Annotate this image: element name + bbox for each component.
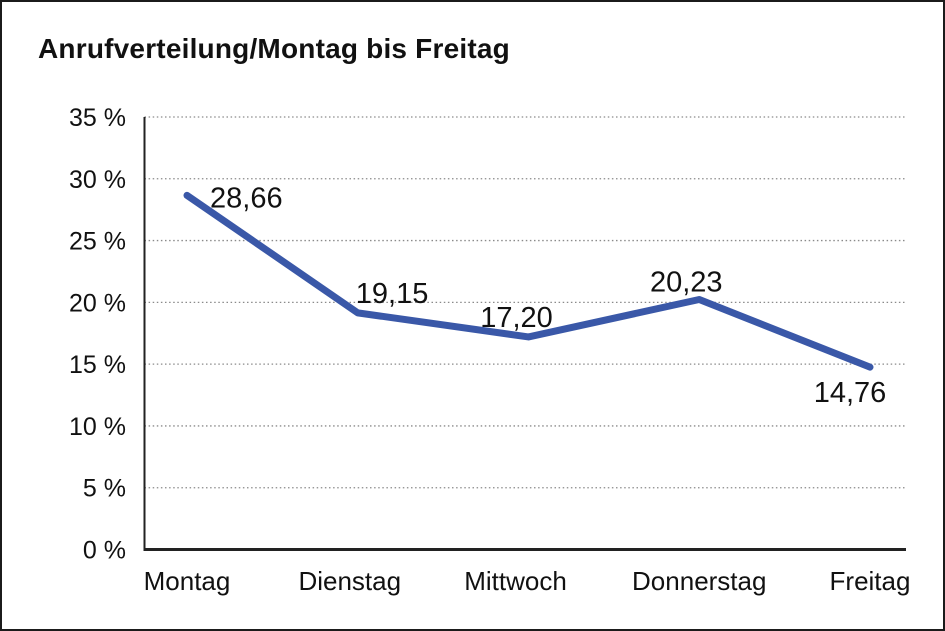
y-tick-label: 15 % bbox=[69, 351, 126, 379]
data-point-label: 17,20 bbox=[480, 302, 553, 334]
data-point-label: 20,23 bbox=[650, 267, 723, 299]
y-tick-label: 25 % bbox=[69, 228, 126, 256]
x-axis-label: Dienstag bbox=[298, 566, 401, 596]
y-tick-label: 10 % bbox=[69, 413, 126, 441]
y-tick-label: 5 % bbox=[83, 475, 126, 503]
x-axis-label: Mittwoch bbox=[464, 566, 567, 596]
y-tick-label: 30 % bbox=[69, 166, 126, 194]
y-tick-label: 35 % bbox=[69, 104, 126, 132]
x-axis-label: Freitag bbox=[830, 566, 911, 596]
data-series-line bbox=[183, 191, 874, 371]
y-tick-label: 0 % bbox=[83, 537, 126, 565]
x-axis-label: Donnerstag bbox=[632, 566, 766, 596]
chart-title: Anrufverteilung/Montag bis Freitag bbox=[38, 33, 510, 64]
x-axis-label: Montag bbox=[144, 566, 231, 596]
data-point-label: 14,76 bbox=[814, 377, 887, 409]
data-point-label: 28,66 bbox=[210, 182, 283, 214]
data-point-label: 19,15 bbox=[356, 278, 429, 310]
y-tick-label: 20 % bbox=[69, 289, 126, 317]
